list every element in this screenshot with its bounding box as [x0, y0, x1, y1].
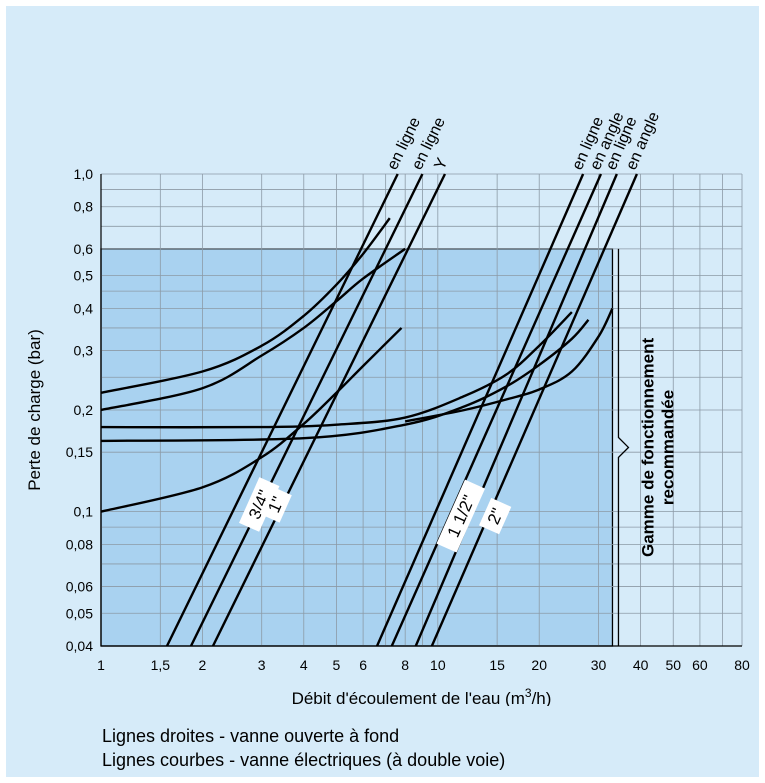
y-tick-label: 0,05	[66, 605, 93, 621]
y-tick-label: 0,15	[66, 444, 93, 460]
y-tick-label: 0,2	[74, 402, 94, 418]
x-tick-label: 20	[531, 657, 547, 673]
x-tick-label: 8	[401, 657, 409, 673]
chart-panel: Gamme de fonctionnement recommandée 1 1,5 2…	[6, 6, 759, 777]
y-tick-label: 1,0	[74, 166, 94, 182]
y-tick-label: 0,04	[66, 638, 93, 654]
range-label: Gamme de fonctionnement recommandée	[638, 338, 677, 557]
legend-note-straight: Lignes droites - vanne ouverte à fond	[102, 726, 399, 747]
y-tick-label: 0,3	[74, 343, 94, 359]
line-end-label: Y	[431, 155, 451, 172]
pressure-loss-chart: Gamme de fonctionnement recommandée 1 1,5 2…	[6, 6, 759, 706]
x-tick-label: 40	[633, 657, 649, 673]
x-tick-label: 80	[734, 657, 750, 673]
x-tick-label: 2	[198, 657, 206, 673]
x-tick-label: 10	[430, 657, 446, 673]
y-tick-label: 0,4	[74, 300, 94, 316]
x-tick-label: 6	[359, 657, 367, 673]
x-tick-label: 5	[333, 657, 341, 673]
x-tick-label: 50	[665, 657, 681, 673]
x-tick-label: 4	[300, 657, 308, 673]
range-label-line2: recommandée	[658, 390, 677, 505]
x-tick-label: 3	[258, 657, 266, 673]
legend-note-curved: Lignes courbes - vanne électriques (à do…	[102, 750, 505, 771]
y-tick-label: 0,6	[74, 241, 94, 257]
y-tick-label: 0,06	[66, 579, 93, 595]
y-tick-label: 0,8	[74, 199, 94, 215]
x-axis-title: Débit d'écoulement de l'eau (m3/h)	[292, 686, 552, 706]
x-tick-label: 60	[692, 657, 708, 673]
range-label-line1: Gamme de fonctionnement	[638, 338, 657, 557]
y-tick-label: 0,1	[74, 504, 94, 520]
y-axis-title: Perte de charge (bar)	[25, 329, 44, 491]
y-tick-label: 0,5	[74, 268, 94, 284]
x-tick-label: 30	[591, 657, 607, 673]
x-tick-label: 15	[489, 657, 505, 673]
x-tick-label: 1,5	[151, 657, 171, 673]
x-tick-label: 1	[97, 657, 105, 673]
y-tick-label: 0,08	[66, 536, 93, 552]
